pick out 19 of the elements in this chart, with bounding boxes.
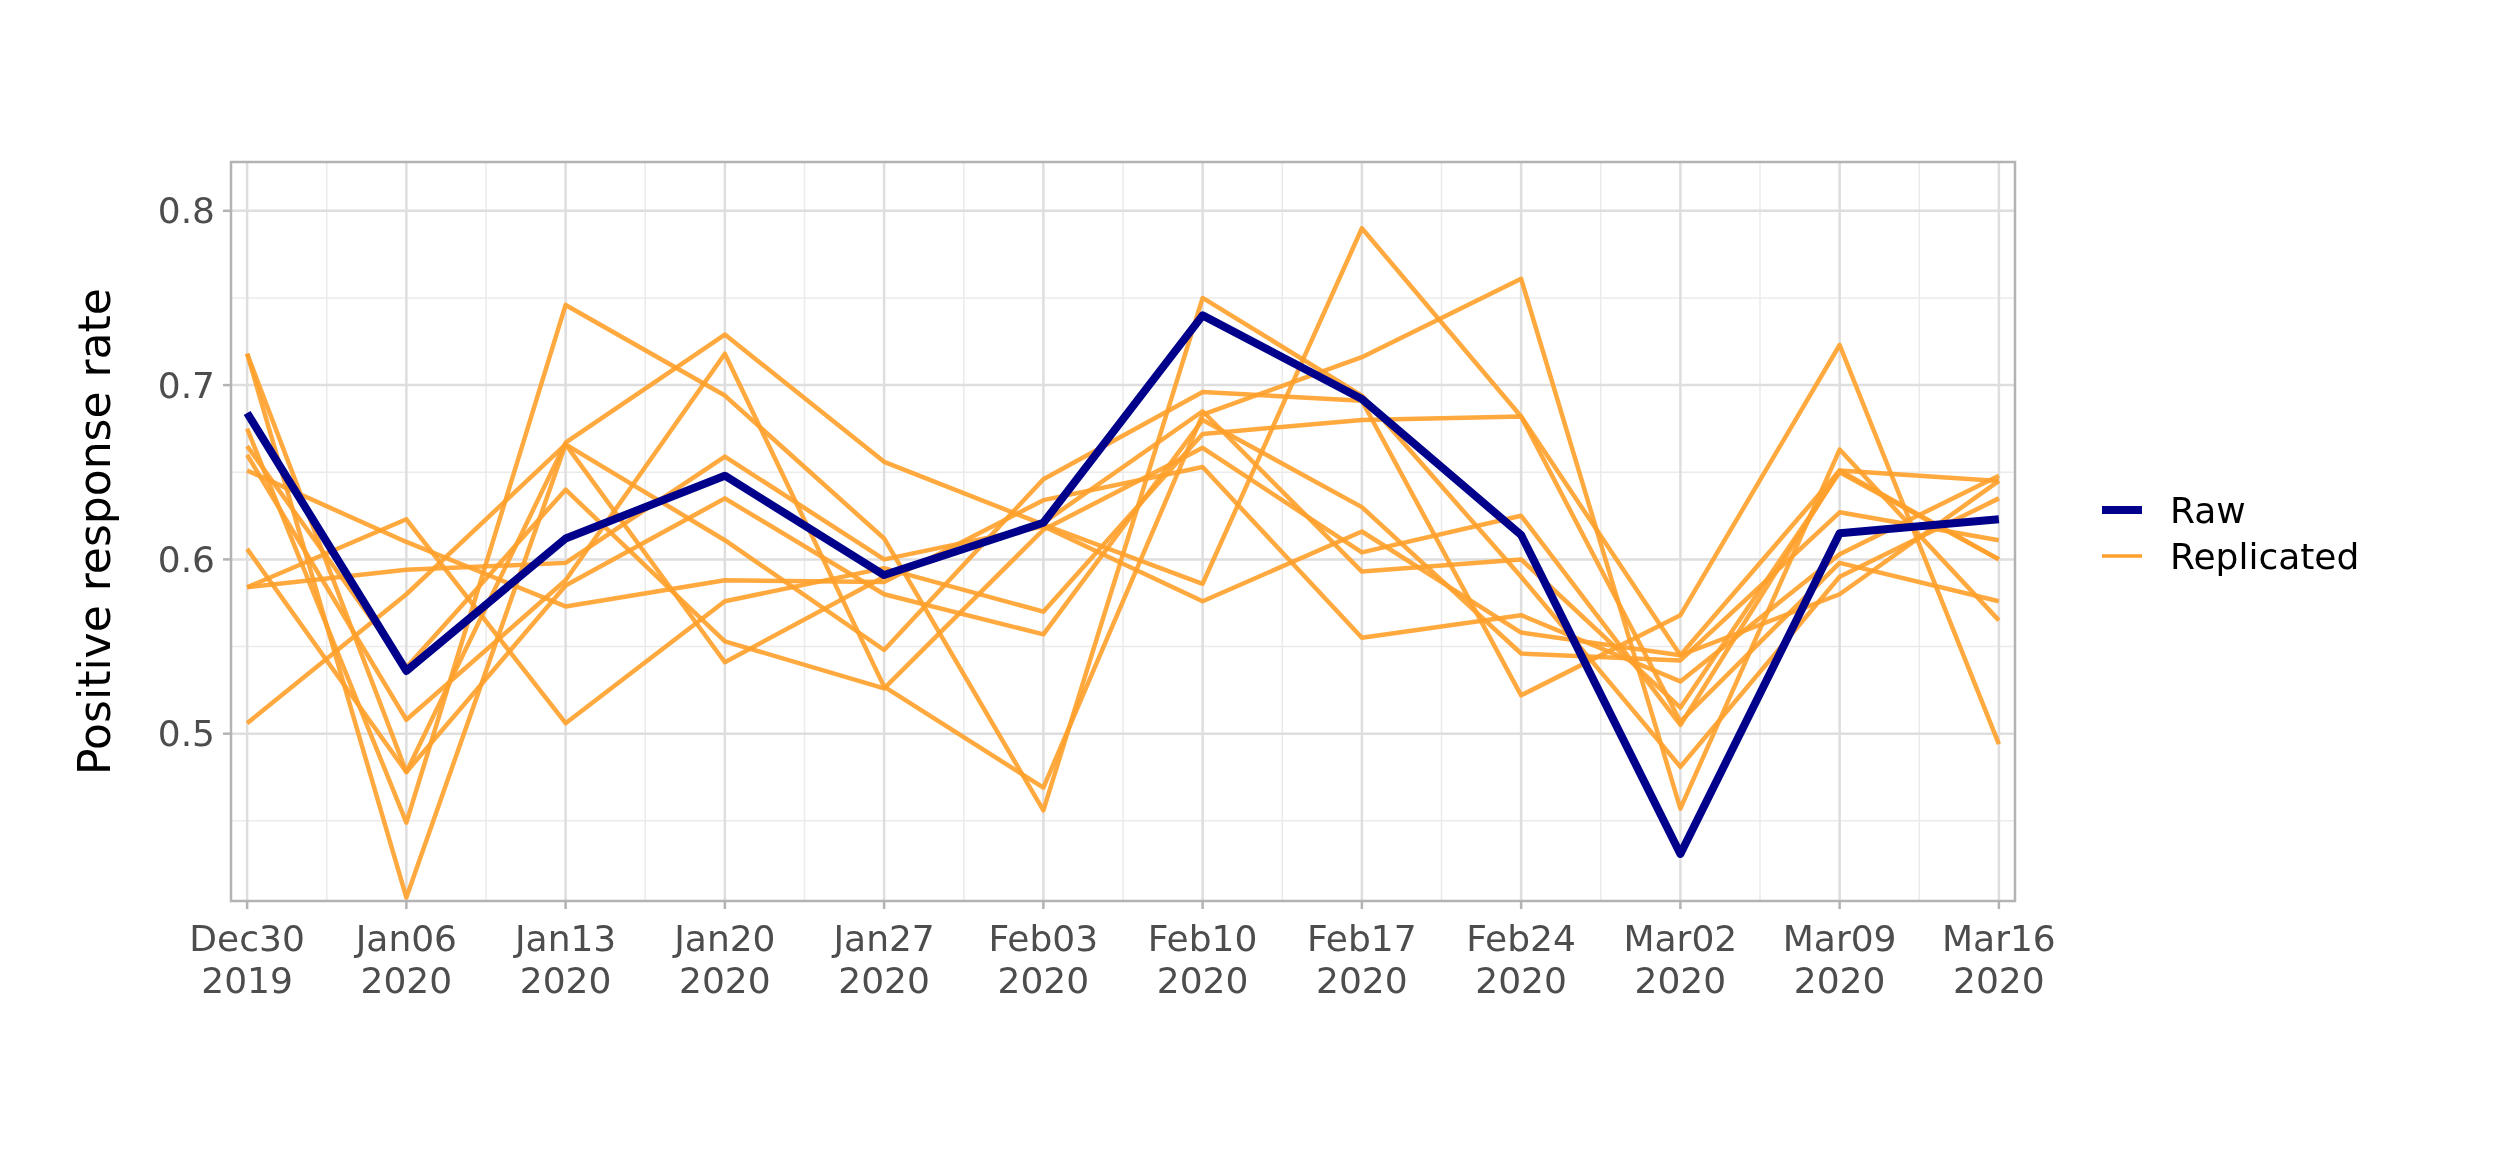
x-tick-label: Feb24 2020 [1466, 918, 1576, 1001]
y-tick-label: 0.6 [157, 538, 215, 580]
x-tick-label: Mar02 2020 [1623, 918, 1738, 1001]
x-tick-label: Jan27 2020 [831, 918, 935, 1001]
x-tick-label: Feb10 2020 [1147, 918, 1258, 1001]
y-tick-label: 0.8 [157, 190, 215, 232]
x-tick-label: Dec30 2019 [189, 918, 305, 1001]
x-tick-label: Jan06 2020 [353, 918, 458, 1001]
x-tick-label: Feb17 2020 [1307, 918, 1417, 1001]
y-tick-label: 0.7 [157, 364, 215, 406]
x-tick-label: Feb03 2020 [988, 918, 1099, 1001]
x-tick-label: Jan13 2020 [512, 918, 617, 1001]
legend-label: Replicated [2170, 535, 2360, 577]
x-tick-label: Mar09 2020 [1782, 918, 1897, 1001]
y-axis-title: Positive response rate [69, 288, 120, 775]
y-tick-label: 0.5 [157, 713, 215, 755]
x-tick-label: Mar16 2020 [1942, 918, 2056, 1001]
legend-label: Raw [2170, 489, 2246, 531]
x-tick-label: Jan20 2020 [672, 918, 776, 1001]
